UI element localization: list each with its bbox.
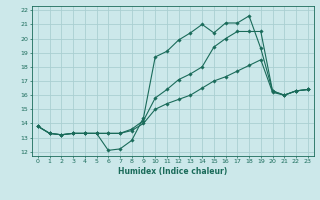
X-axis label: Humidex (Indice chaleur): Humidex (Indice chaleur)	[118, 167, 228, 176]
